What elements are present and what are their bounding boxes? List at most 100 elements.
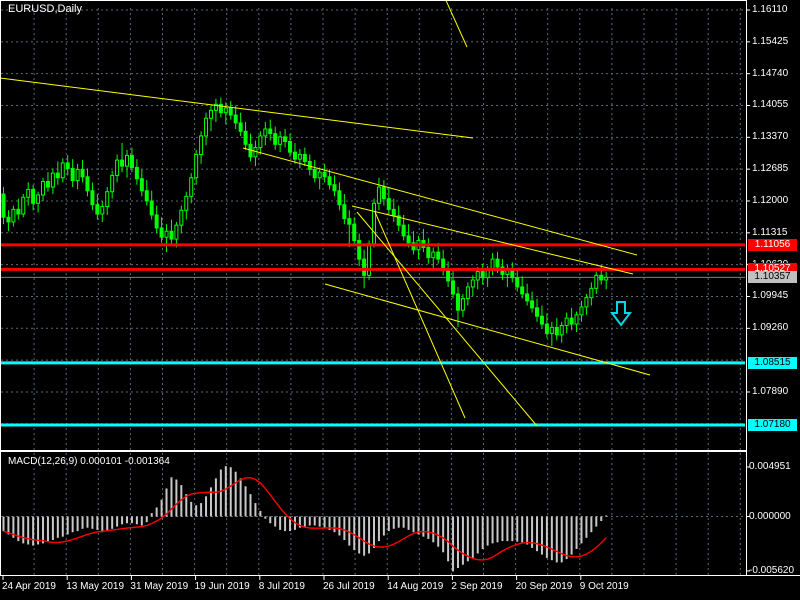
price-axis-label: 1.14740 xyxy=(752,67,789,79)
candle-body xyxy=(302,154,307,162)
candle-body xyxy=(381,186,386,200)
candle-body xyxy=(238,122,243,132)
date-axis-label: 8 Jul 2019 xyxy=(258,581,305,592)
candle-body xyxy=(75,168,80,182)
date-axis-label: 9 Oct 2019 xyxy=(579,581,629,592)
candle-body xyxy=(589,287,594,299)
candle-body xyxy=(455,293,460,311)
trendline[interactable] xyxy=(0,77,474,139)
candle-body xyxy=(376,186,381,204)
candle-body xyxy=(6,216,11,223)
price-axis-label: 1.09260 xyxy=(752,322,789,334)
candle-body xyxy=(599,274,604,281)
candle-body xyxy=(539,315,544,325)
candle-body xyxy=(342,204,347,220)
trendline[interactable] xyxy=(444,0,468,48)
current-price-badge: 1.10357 xyxy=(748,271,797,284)
candle-body xyxy=(213,103,218,111)
candle-body xyxy=(105,191,110,208)
candle-body xyxy=(451,280,456,295)
candle-body xyxy=(80,168,85,178)
candle-body xyxy=(11,208,16,223)
candle-body xyxy=(223,107,228,114)
candle-body xyxy=(312,168,317,179)
macd-axis-label: 0.000000 xyxy=(749,510,791,522)
candle-body xyxy=(194,154,199,179)
candle-body xyxy=(1,193,6,218)
candle-body xyxy=(332,184,337,192)
candle-body xyxy=(50,172,55,188)
candle-body xyxy=(544,323,549,334)
candle-body xyxy=(233,114,238,124)
price-axis-label: 1.16110 xyxy=(752,4,788,15)
candle-body xyxy=(41,180,46,196)
candle-body xyxy=(26,188,31,198)
price-axis-label: 1.12685 xyxy=(752,163,789,175)
candle-body xyxy=(406,235,411,244)
candle-body xyxy=(179,209,184,226)
candle-body xyxy=(139,178,144,192)
price-axis-label: 1.12000 xyxy=(752,194,789,206)
candle-body xyxy=(283,136,288,143)
candle-body xyxy=(16,208,21,215)
candle-body xyxy=(535,307,540,317)
price-axis-label: 1.15425 xyxy=(752,35,789,47)
date-axis-label: 20 Sep 2019 xyxy=(515,581,573,592)
price-axis-label: 1.13370 xyxy=(752,131,789,143)
candle-body xyxy=(218,103,223,114)
date-axis-label: 26 Jul 2019 xyxy=(323,581,375,592)
trendline[interactable] xyxy=(351,205,634,275)
candle-body xyxy=(347,218,352,225)
candle-body xyxy=(199,135,204,156)
candle-body xyxy=(520,286,525,295)
candle-body xyxy=(174,224,179,240)
resistance-price-badge: 1.11056 xyxy=(748,238,797,251)
candle-body xyxy=(465,286,470,300)
candle-body xyxy=(362,258,367,276)
support-price-badge: 1.08515 xyxy=(748,356,797,369)
candle-body xyxy=(569,317,574,325)
candle-body xyxy=(204,117,209,137)
candle-body xyxy=(70,167,75,182)
candle-body xyxy=(65,162,70,169)
trendline[interactable] xyxy=(356,211,538,427)
candle-body xyxy=(327,176,332,186)
candle-body xyxy=(594,274,599,289)
macd-axis-label: -0.005620 xyxy=(749,565,795,576)
candle-body xyxy=(110,174,115,193)
candle-body xyxy=(525,293,530,302)
candle-body xyxy=(485,269,490,279)
candle-body xyxy=(189,177,194,197)
trendline[interactable] xyxy=(374,211,466,419)
candle-body xyxy=(297,154,302,160)
candle-body xyxy=(55,172,60,179)
candle-body xyxy=(495,258,500,268)
candle-body xyxy=(564,317,569,327)
candle-body xyxy=(515,277,520,288)
candle-body xyxy=(372,202,376,245)
candle-body xyxy=(125,154,129,167)
candle-body xyxy=(278,136,283,145)
candle-body xyxy=(604,276,609,281)
candle-body xyxy=(85,176,90,192)
price-axis-label: 1.07890 xyxy=(752,385,789,397)
candle-body xyxy=(446,269,451,282)
price-axis-label: 1.11315 xyxy=(752,226,788,238)
candle-body xyxy=(154,214,159,229)
macd-signal-line xyxy=(3,477,607,561)
candle-body xyxy=(100,206,105,215)
trendline[interactable] xyxy=(324,283,651,376)
macd-indicator-label: MACD(12,26,9) 0.000101 -0.001364 xyxy=(8,456,170,467)
candle-body xyxy=(253,147,258,158)
candle-body xyxy=(530,300,535,309)
candle-body xyxy=(31,188,36,204)
candle-body xyxy=(134,167,139,180)
trendline[interactable] xyxy=(242,147,638,256)
down-arrow-icon[interactable] xyxy=(610,301,632,327)
candle-body xyxy=(21,196,26,215)
candle-body xyxy=(436,251,441,260)
candle-body xyxy=(292,151,297,160)
candle-body xyxy=(475,271,480,281)
candle-body xyxy=(60,162,65,179)
